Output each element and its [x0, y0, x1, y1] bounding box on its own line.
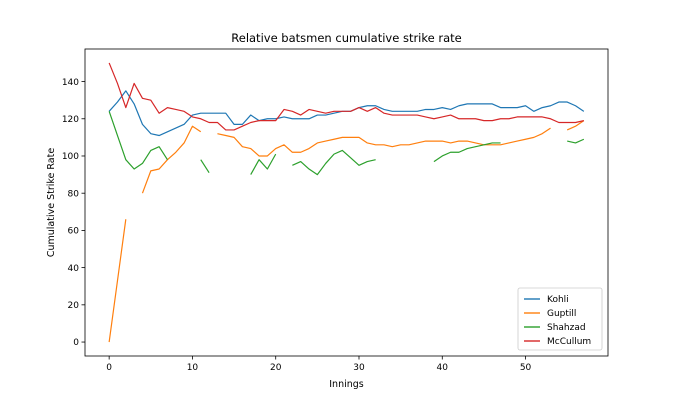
series-segment [108, 219, 127, 343]
legend-item-guptill: Guptill [524, 309, 576, 319]
series-segment [141, 125, 202, 194]
series-segment [433, 142, 501, 163]
x-tick-label: 30 [353, 363, 365, 373]
chart-title: Relative batsmen cumulative strike rate [231, 31, 461, 45]
series-guptill-line [108, 120, 585, 343]
x-axis-label: Innings [329, 379, 364, 390]
x-axis: 0 10 20 30 40 50 [106, 356, 532, 373]
y-tick-label: 40 [68, 264, 80, 274]
y-tick-label: 60 [68, 227, 80, 237]
legend-label: Guptill [547, 309, 576, 319]
x-tick-label: 10 [187, 363, 199, 373]
series-segment [566, 120, 585, 131]
legend-item-shahzad: Shahzad [524, 323, 586, 333]
series-segment [567, 138, 585, 144]
series-segment [217, 127, 551, 157]
y-tick-label: 120 [62, 115, 79, 125]
series-kohli-line [108, 90, 585, 137]
y-tick-label: 100 [62, 152, 79, 162]
plot-marks [108, 62, 585, 343]
legend-item-kohli: Kohli [524, 295, 569, 305]
x-tick-label: 0 [106, 363, 112, 373]
legend-label: Kohli [547, 295, 569, 305]
x-tick-label: 50 [520, 363, 532, 373]
y-tick-label: 80 [68, 189, 80, 199]
series-segment [292, 149, 376, 176]
series-shahzad-line [108, 111, 585, 176]
series-segment [250, 153, 277, 175]
series-mccullum-line [108, 62, 584, 131]
y-axis: 0 20 40 60 80 100 120 140 [62, 78, 85, 348]
x-tick-label: 40 [437, 363, 449, 373]
y-axis-label: Cumulative Strike Rate [46, 148, 57, 258]
series-segment [108, 90, 585, 137]
legend-label: McCullum [547, 337, 591, 347]
y-tick-label: 20 [68, 301, 80, 311]
series-segment [108, 62, 584, 131]
y-tick-label: 140 [62, 78, 79, 88]
series-segment [200, 159, 210, 174]
series-segment [108, 111, 168, 170]
legend-item-mccullum: McCullum [524, 337, 591, 347]
legend: Kohli Guptill Shahzad McCullum [517, 287, 603, 351]
x-tick-label: 20 [270, 363, 282, 373]
y-tick-label: 0 [73, 338, 79, 348]
plot-frame [84, 48, 609, 357]
legend-label: Shahzad [547, 323, 586, 333]
legend-box [517, 287, 603, 351]
